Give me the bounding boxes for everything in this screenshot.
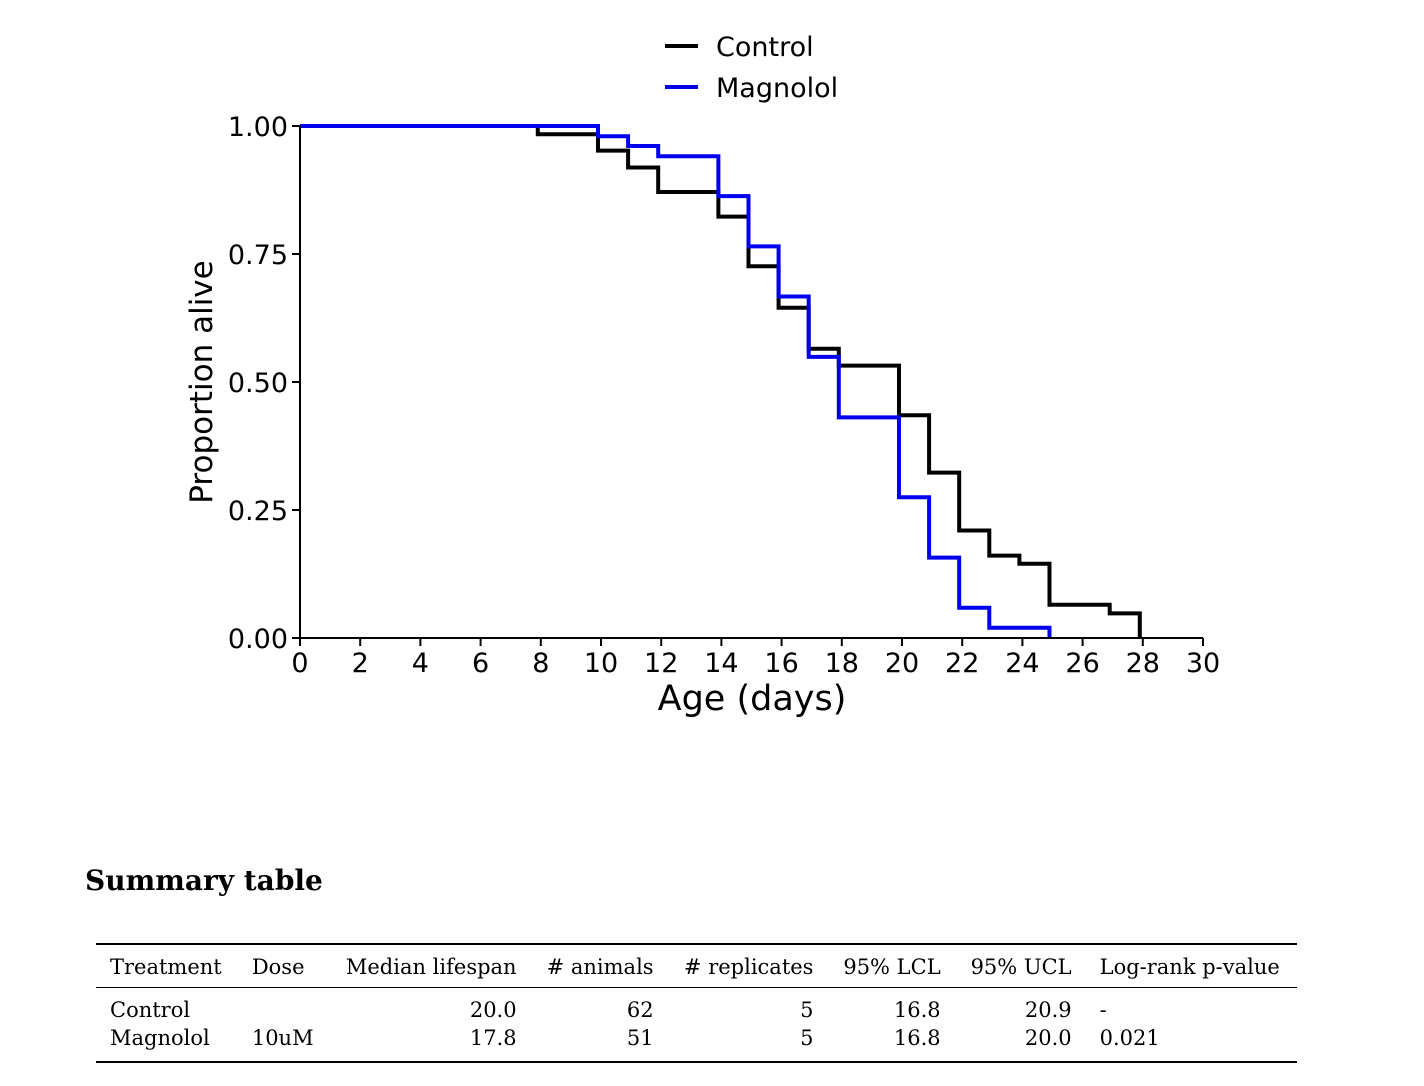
y-tick-label: 0.50 [228, 368, 288, 399]
column-header: Treatment [110, 955, 222, 979]
table-cell: 20.0 [1024, 1026, 1072, 1050]
column-header: Log-rank p-value [1099, 955, 1280, 979]
table-cell: 10uM [251, 1026, 314, 1050]
series-layer [300, 124, 1142, 638]
y-tick-label: 0.00 [228, 624, 288, 655]
table-row: Control 20.0 62 5 16.8 20.9 - [96, 988, 1297, 1025]
summary-table: Treatment Dose Median lifespan # animals… [96, 943, 1297, 1063]
legend-label-magnolol: Magnolol [716, 73, 838, 104]
column-header: Median lifespan [345, 955, 517, 979]
x-tick-label: 10 [584, 648, 618, 679]
y-tick-label: 1.00 [228, 112, 288, 143]
table-row: Magnolol 10uM 17.8 51 5 16.8 20.0 0.021 [96, 1024, 1297, 1062]
table-cell: 62 [626, 998, 654, 1022]
table-cell: 51 [626, 1026, 654, 1050]
x-tick-label: 28 [1126, 648, 1160, 679]
x-tick-label: 0 [291, 648, 308, 679]
x-tick-label: 16 [764, 648, 798, 679]
series-line-magnolol [300, 124, 1052, 638]
y-tick-label: 0.25 [228, 496, 288, 527]
column-header: # animals [546, 955, 654, 979]
x-axis-label: Age (days) [658, 679, 847, 719]
summary-table-title: Summary table [85, 864, 323, 897]
series-line-control [300, 124, 1142, 638]
column-header: 95% LCL [843, 955, 941, 979]
y-tick-label: 0.75 [228, 240, 288, 271]
table-cell: 17.8 [469, 1026, 517, 1050]
x-tick-label: 24 [1005, 648, 1039, 679]
table-cell: 5 [800, 1026, 814, 1050]
table-cell: 20.0 [469, 998, 517, 1022]
table-cell [238, 988, 329, 1025]
legend: Control Magnolol [665, 32, 838, 104]
x-tick-label: 14 [704, 648, 738, 679]
table-cell: 20.9 [1024, 998, 1072, 1022]
x-tick-label: 20 [885, 648, 919, 679]
column-header: Dose [251, 955, 305, 979]
x-tick-label: 2 [352, 648, 369, 679]
x-tick-label: 26 [1065, 648, 1099, 679]
x-tick-label: 22 [945, 648, 979, 679]
y-axis-label: Proportion alive [184, 260, 220, 503]
table-header-row: Treatment Dose Median lifespan # animals… [96, 944, 1297, 988]
table-cell: 5 [800, 998, 814, 1022]
x-tick-label: 6 [472, 648, 489, 679]
table-cell: 16.8 [893, 1026, 941, 1050]
table-cell: 0.021 [1099, 1026, 1160, 1050]
x-tick-label: 12 [644, 648, 678, 679]
table-cell: Magnolol [110, 1026, 210, 1050]
axes: 0 2 4 6 8 10 12 14 16 18 20 22 24 26 28 300.000.250.500… [228, 112, 1220, 679]
table-cell: 16.8 [893, 998, 941, 1022]
x-tick-label: 8 [532, 648, 549, 679]
table-cell: Control [110, 998, 191, 1022]
x-tick-label: 30 [1186, 648, 1220, 679]
column-header: # replicates [683, 955, 814, 979]
legend-label-control: Control [716, 32, 814, 63]
x-tick-label: 18 [825, 648, 859, 679]
column-header: 95% UCL [970, 955, 1072, 979]
table-cell: - [1099, 998, 1107, 1022]
x-tick-label: 4 [412, 648, 429, 679]
